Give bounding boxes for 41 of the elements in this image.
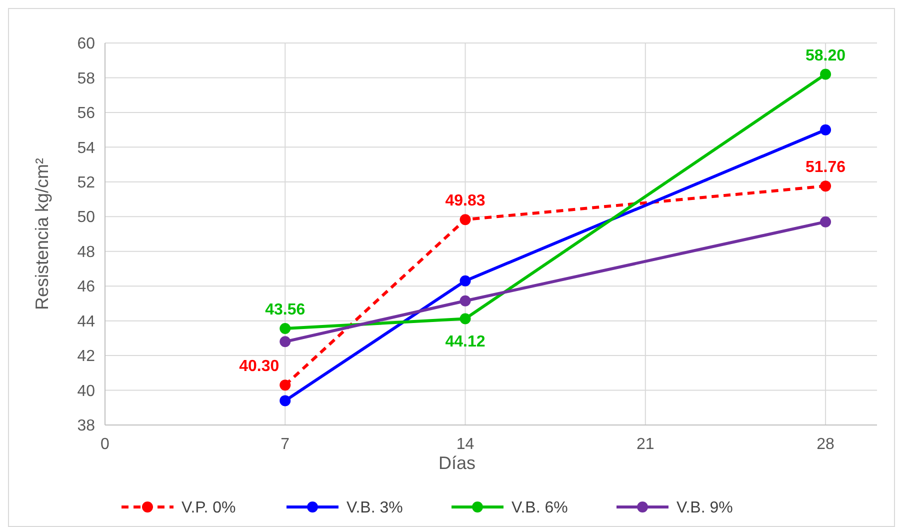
point (820, 124, 832, 136)
y-tick-label: 48 (77, 244, 96, 261)
point (280, 336, 291, 348)
data-label: 51.76 (806, 159, 846, 176)
point (460, 295, 471, 306)
y-tick-label: 46 (77, 278, 96, 296)
point (820, 180, 832, 192)
point (280, 322, 291, 334)
y-tick-label: 50 (77, 209, 96, 226)
y-tick-label: 42 (77, 348, 96, 366)
point (460, 275, 471, 286)
x-tick-label: 0 (100, 436, 110, 453)
point (280, 395, 291, 406)
data-label: 43.56 (265, 301, 306, 318)
point (820, 68, 832, 80)
y-tick-label: 54 (77, 140, 96, 157)
x-tick-label: 14 (456, 436, 474, 453)
legend-label: V.B. 9% (676, 500, 733, 517)
legend-label: V.B. 3% (346, 500, 403, 517)
y-tick-label: 44 (77, 313, 96, 330)
data-label: 58.20 (806, 47, 846, 64)
point (820, 216, 832, 228)
y-tick-label: 52 (77, 174, 96, 192)
y-axis-title: Resistencia kg/cm² (32, 158, 52, 310)
point (460, 313, 471, 324)
legend-label: V.B. 6% (512, 500, 568, 517)
y-tick-label: 40 (77, 382, 96, 400)
data-label: 49.83 (445, 192, 486, 210)
point (460, 214, 471, 226)
y-tick-label: 38 (77, 418, 96, 435)
point (280, 380, 291, 391)
x-axis-title: Días (438, 453, 476, 473)
y-tick-label: 60 (77, 36, 96, 53)
x-tick-label: 28 (816, 436, 835, 453)
x-tick-label: 7 (280, 436, 290, 453)
y-tick-label: 56 (77, 105, 96, 122)
y-tick-label: 58 (77, 70, 96, 88)
data-label: 40.30 (239, 358, 280, 376)
data-label: 44.12 (445, 334, 486, 351)
x-tick-label: 21 (636, 436, 654, 453)
legend-label: V.P. 0% (182, 500, 236, 517)
